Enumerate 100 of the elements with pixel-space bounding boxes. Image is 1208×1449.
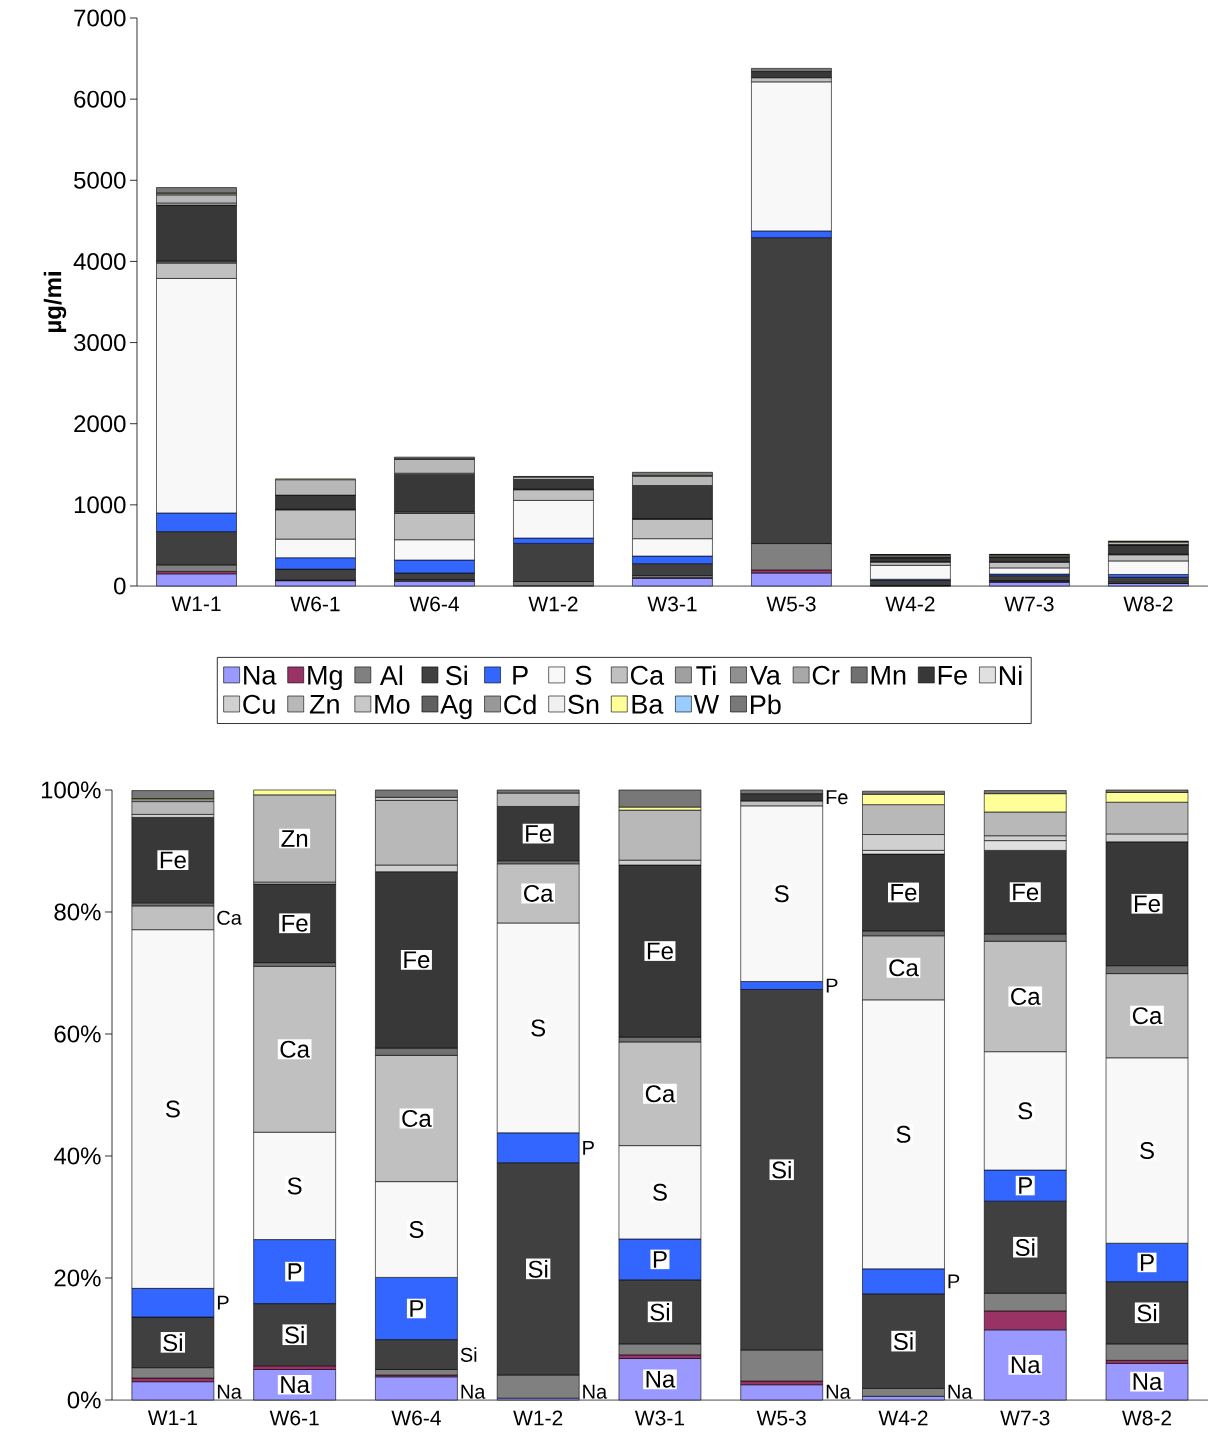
legend-label: Va bbox=[749, 665, 781, 685]
x-tick-label: W8-2 bbox=[1123, 596, 1173, 612]
data-label: Fe bbox=[891, 884, 917, 901]
x-tick-label: W4-2 bbox=[878, 1410, 928, 1426]
data-label: S bbox=[287, 1177, 302, 1195]
legend-label: Ba bbox=[632, 694, 664, 714]
data-label: Si bbox=[1137, 1303, 1157, 1322]
x-tick-label: W7-3 bbox=[1004, 596, 1054, 612]
legend-label: W bbox=[693, 694, 720, 714]
legend-label: Ag bbox=[440, 694, 472, 720]
data-label: P bbox=[1140, 1254, 1154, 1271]
data-label: Si bbox=[650, 1303, 669, 1321]
data-label: Na bbox=[646, 1370, 676, 1388]
data-label: Si bbox=[528, 1260, 548, 1278]
data-label: Ca bbox=[1011, 987, 1041, 1005]
data-label: Na bbox=[217, 1384, 242, 1399]
data-label: Ca bbox=[1132, 1007, 1163, 1025]
data-label: P bbox=[583, 1140, 594, 1155]
data-label: Si bbox=[772, 1160, 791, 1179]
x-tick-label: W8-2 bbox=[1122, 1410, 1172, 1426]
x-tick-label: W6-4 bbox=[409, 596, 459, 612]
y-axis-title: µg/mi bbox=[43, 272, 67, 333]
data-label: Na bbox=[281, 1376, 310, 1394]
data-label: Si bbox=[285, 1325, 304, 1344]
legend-label: Zn bbox=[309, 694, 339, 714]
legend-label: Fe bbox=[938, 665, 967, 685]
legend-label: S bbox=[575, 665, 592, 685]
legend-label: Mn bbox=[871, 665, 906, 685]
data-label: Si bbox=[893, 1332, 913, 1350]
legend-label: Cu bbox=[243, 694, 275, 714]
data-label: Si bbox=[460, 1347, 477, 1362]
data-label: Si bbox=[1015, 1238, 1035, 1257]
y-tick-label: 100% bbox=[41, 781, 101, 799]
x-tick-label: W5-3 bbox=[766, 596, 816, 612]
data-label: P bbox=[410, 1300, 424, 1317]
data-label: S bbox=[653, 1183, 667, 1201]
y-tick-label: 60% bbox=[54, 1025, 101, 1043]
legend-label: Mg bbox=[308, 665, 342, 691]
data-label: Fe bbox=[1013, 883, 1039, 901]
data-label: Na bbox=[1133, 1373, 1163, 1391]
x-tick-label: W1-1 bbox=[147, 1410, 197, 1425]
data-label: P bbox=[653, 1251, 667, 1268]
data-label: Ca bbox=[402, 1109, 432, 1127]
data-label: P bbox=[217, 1295, 229, 1310]
data-label: Fe bbox=[404, 951, 430, 969]
data-label: P bbox=[1019, 1177, 1032, 1194]
data-label: S bbox=[165, 1100, 180, 1118]
legend-label: Ni bbox=[999, 665, 1022, 685]
y-tick-label: 4000 bbox=[73, 252, 126, 270]
x-tick-label: W6-1 bbox=[269, 1410, 319, 1426]
y-tick-label: 3000 bbox=[73, 334, 126, 352]
data-label: Fe bbox=[647, 942, 673, 960]
data-label: Na bbox=[461, 1384, 486, 1399]
x-tick-label: W1-2 bbox=[528, 596, 578, 612]
data-label: S bbox=[896, 1125, 911, 1143]
legend-label: Cd bbox=[504, 694, 536, 715]
x-tick-label: W3-1 bbox=[647, 596, 697, 612]
x-tick-label: W1-1 bbox=[171, 596, 221, 611]
y-tick-label: 2000 bbox=[74, 415, 126, 433]
legend-label: Al bbox=[379, 665, 403, 685]
data-label: S bbox=[531, 1019, 546, 1037]
legend-label: Sn bbox=[568, 694, 599, 714]
legend-label: Mo bbox=[375, 694, 410, 714]
y-tick-label: 0 bbox=[114, 577, 126, 595]
data-label: P bbox=[288, 1263, 302, 1280]
data-label: S bbox=[1018, 1102, 1033, 1120]
data-label: Si bbox=[163, 1333, 182, 1352]
legend-label: Ti bbox=[696, 665, 716, 685]
data-label: Na bbox=[948, 1384, 973, 1399]
x-tick-label: W3-1 bbox=[634, 1410, 684, 1426]
legend-label: Pb bbox=[751, 694, 781, 715]
x-tick-label: W6-1 bbox=[290, 596, 340, 612]
x-tick-label: W1-2 bbox=[513, 1410, 563, 1426]
data-label: Fe bbox=[526, 825, 552, 842]
x-tick-label: W6-4 bbox=[391, 1410, 441, 1426]
data-label: Na bbox=[583, 1384, 608, 1399]
y-tick-label: 80% bbox=[54, 903, 101, 921]
data-label: S bbox=[774, 885, 789, 903]
legend-label: P bbox=[513, 665, 528, 685]
data-label: Fe bbox=[1134, 895, 1160, 913]
x-tick-label: W5-3 bbox=[756, 1410, 806, 1426]
data-label: Fe bbox=[282, 914, 308, 932]
x-tick-label: W4-2 bbox=[885, 596, 935, 612]
data-label: P bbox=[948, 1274, 960, 1289]
data-label: S bbox=[1140, 1142, 1154, 1159]
legend-label: Ca bbox=[630, 665, 665, 685]
y-tick-label: 1000 bbox=[74, 496, 126, 514]
data-label: Ca bbox=[645, 1085, 676, 1103]
data-label: Na bbox=[826, 1384, 851, 1399]
legend-label: Cr bbox=[812, 665, 840, 685]
data-label: Ca bbox=[524, 884, 554, 902]
data-label: Ca bbox=[280, 1040, 310, 1058]
y-tick-label: 40% bbox=[53, 1147, 101, 1165]
y-tick-label: 20% bbox=[54, 1269, 101, 1287]
legend-label: Na bbox=[244, 665, 277, 685]
y-tick-label: 0% bbox=[67, 1391, 101, 1409]
legend-label: Si bbox=[445, 665, 467, 686]
data-label: Fe bbox=[160, 851, 186, 869]
data-label: P bbox=[826, 978, 838, 993]
x-tick-label: W7-3 bbox=[1000, 1410, 1050, 1426]
